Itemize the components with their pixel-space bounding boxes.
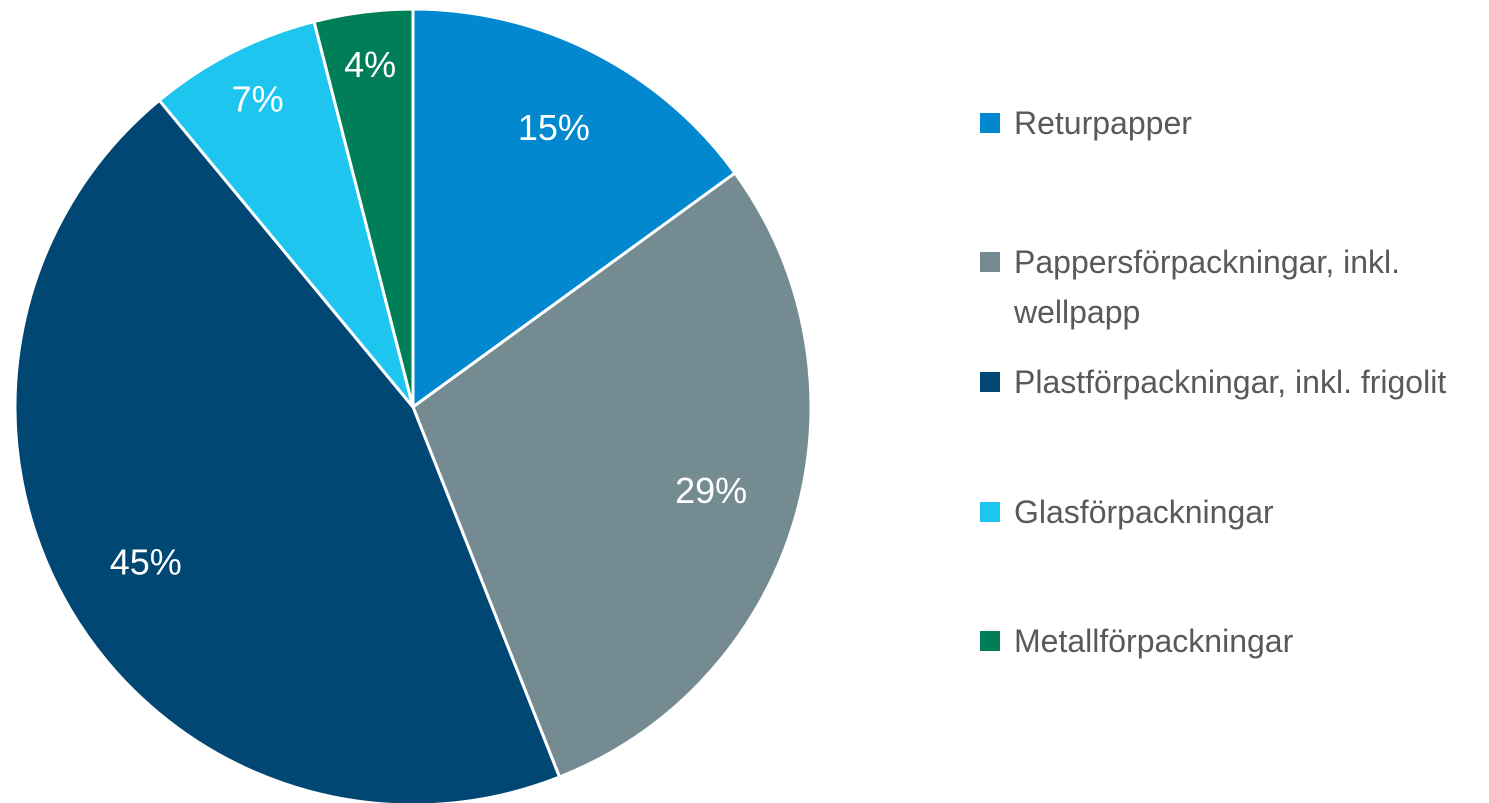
legend-swatch bbox=[980, 502, 1000, 522]
legend-swatch bbox=[980, 372, 1000, 392]
data-label: 15% bbox=[518, 107, 590, 148]
legend: Returpapper Pappersförpackningar, inkl. w… bbox=[980, 0, 1480, 803]
legend-label: Plastförpackningar, inkl. frigolit bbox=[1014, 364, 1447, 400]
legend-label: Glasförpackningar bbox=[1014, 494, 1274, 530]
legend-swatch bbox=[980, 631, 1000, 651]
legend-label: Pappersförpackningar, inkl. wellpapp bbox=[1014, 244, 1400, 330]
legend-label: Metallförpackningar bbox=[1014, 623, 1294, 659]
legend-swatch bbox=[980, 113, 1000, 133]
legend-label: Returpapper bbox=[1014, 105, 1192, 141]
legend-swatch bbox=[980, 252, 1000, 272]
legend-item: Glasförpackningar bbox=[980, 487, 1469, 537]
pie-slice bbox=[411, 170, 813, 779]
legend-item: Plastförpackningar, inkl. frigolit bbox=[980, 357, 1469, 407]
data-label: 7% bbox=[232, 79, 284, 120]
pie-slice bbox=[13, 98, 562, 803]
legend-item: Metallförpackningar bbox=[980, 616, 1469, 666]
legend-item: Returpapper bbox=[980, 98, 1469, 148]
pie-slice bbox=[411, 7, 738, 410]
data-label: 29% bbox=[675, 470, 747, 511]
pie-slice bbox=[312, 7, 415, 408]
legend-item: Pappersförpackningar, inkl. wellpapp bbox=[980, 237, 1469, 337]
pie-slice bbox=[157, 19, 415, 408]
pie: 15% 29% 45% 7% 4% bbox=[13, 7, 813, 803]
data-label: 4% bbox=[344, 44, 396, 85]
data-label: 45% bbox=[110, 542, 182, 583]
